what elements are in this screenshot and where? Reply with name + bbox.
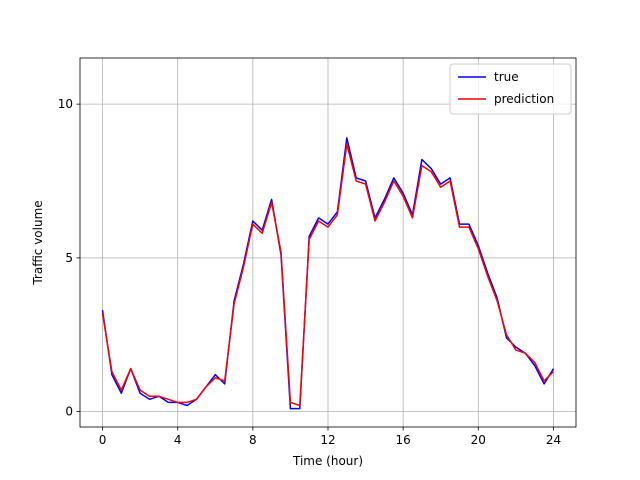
- y-tick-label: 0: [65, 405, 73, 419]
- ticks: 0 4 8 12 16 20 24 0 5 10: [58, 97, 561, 447]
- x-tick-label: 12: [320, 433, 335, 447]
- legend-entry: true: [494, 70, 519, 84]
- x-tick-label: 24: [546, 433, 561, 447]
- x-tick-label: 16: [396, 433, 411, 447]
- x-axis-label: Time (hour): [292, 454, 363, 468]
- legend: true prediction: [449, 63, 572, 115]
- y-axis-label: Traffic volume: [31, 200, 45, 285]
- series-line-prediction: [101, 143, 555, 407]
- x-tick-label: 20: [471, 433, 486, 447]
- x-tick-label: 8: [249, 433, 257, 447]
- plot-area: [101, 137, 555, 410]
- x-tick-label: 0: [99, 433, 107, 447]
- y-tick-label: 10: [58, 97, 73, 111]
- x-tick-label: 4: [174, 433, 182, 447]
- y-tick-label: 5: [65, 251, 73, 265]
- legend-entry: prediction: [494, 92, 554, 106]
